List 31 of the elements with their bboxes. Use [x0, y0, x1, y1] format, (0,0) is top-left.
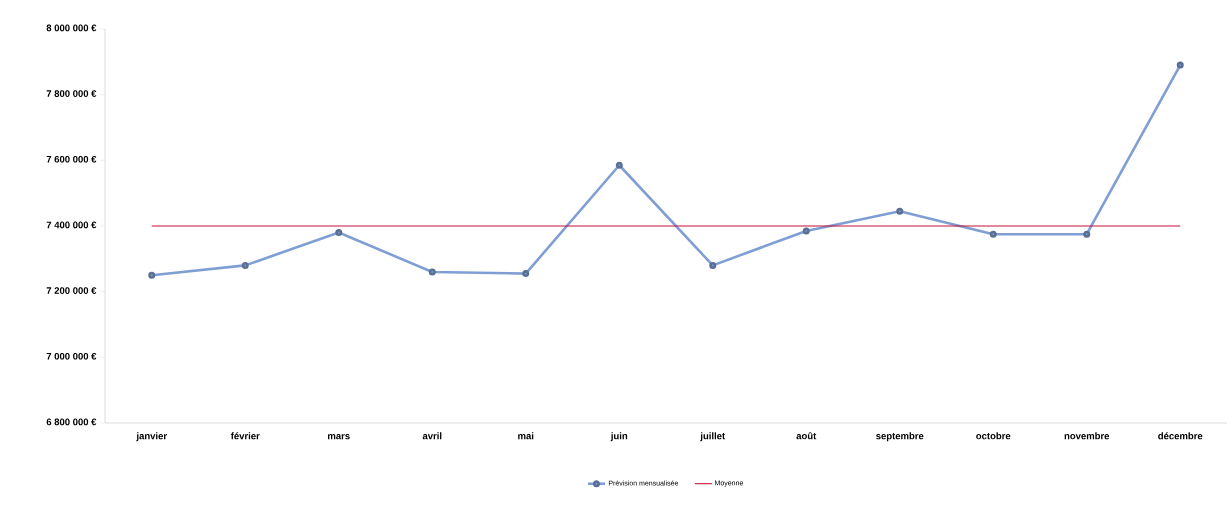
- point: [428, 268, 436, 276]
- x-tick-label: mars: [328, 434, 350, 440]
- y-tick-label: 7 600 000 €: [46, 155, 97, 163]
- x-tick-label: septembre: [876, 432, 924, 442]
- x-tick-label: février: [230, 432, 260, 440]
- x-tick-label: juin: [610, 432, 628, 442]
- point: [615, 161, 623, 169]
- y-tick-label: 7 400 000 €: [46, 221, 97, 229]
- point: [802, 227, 810, 235]
- y-tick-label: 7 800 000 €: [46, 90, 97, 97]
- point: [989, 230, 997, 238]
- x-tick-label: octobre: [976, 432, 1011, 440]
- point: [896, 207, 904, 215]
- point: [709, 261, 717, 269]
- point: [335, 229, 343, 237]
- point: [241, 261, 249, 269]
- y-tick-label: 6 800 000 €: [46, 418, 97, 426]
- point: [1083, 230, 1091, 238]
- x-tick-label: août: [796, 432, 817, 440]
- x-tick-label: décembre: [1158, 432, 1203, 440]
- point: [148, 271, 156, 279]
- y-tick-label: 7 000 000 €: [46, 352, 97, 360]
- x-tick-label: janvier: [136, 432, 167, 442]
- y-tick-label: 7 200 000 €: [46, 287, 97, 294]
- point: [522, 270, 530, 278]
- x-tick-label: mai: [518, 432, 534, 440]
- x-tick-label: avril: [422, 432, 442, 440]
- x-tick-label: juillet: [700, 432, 726, 442]
- point: [1176, 61, 1184, 69]
- y-tick-label: 8 000 000 €: [46, 24, 97, 32]
- x-tick-label: novembre: [1064, 432, 1110, 440]
